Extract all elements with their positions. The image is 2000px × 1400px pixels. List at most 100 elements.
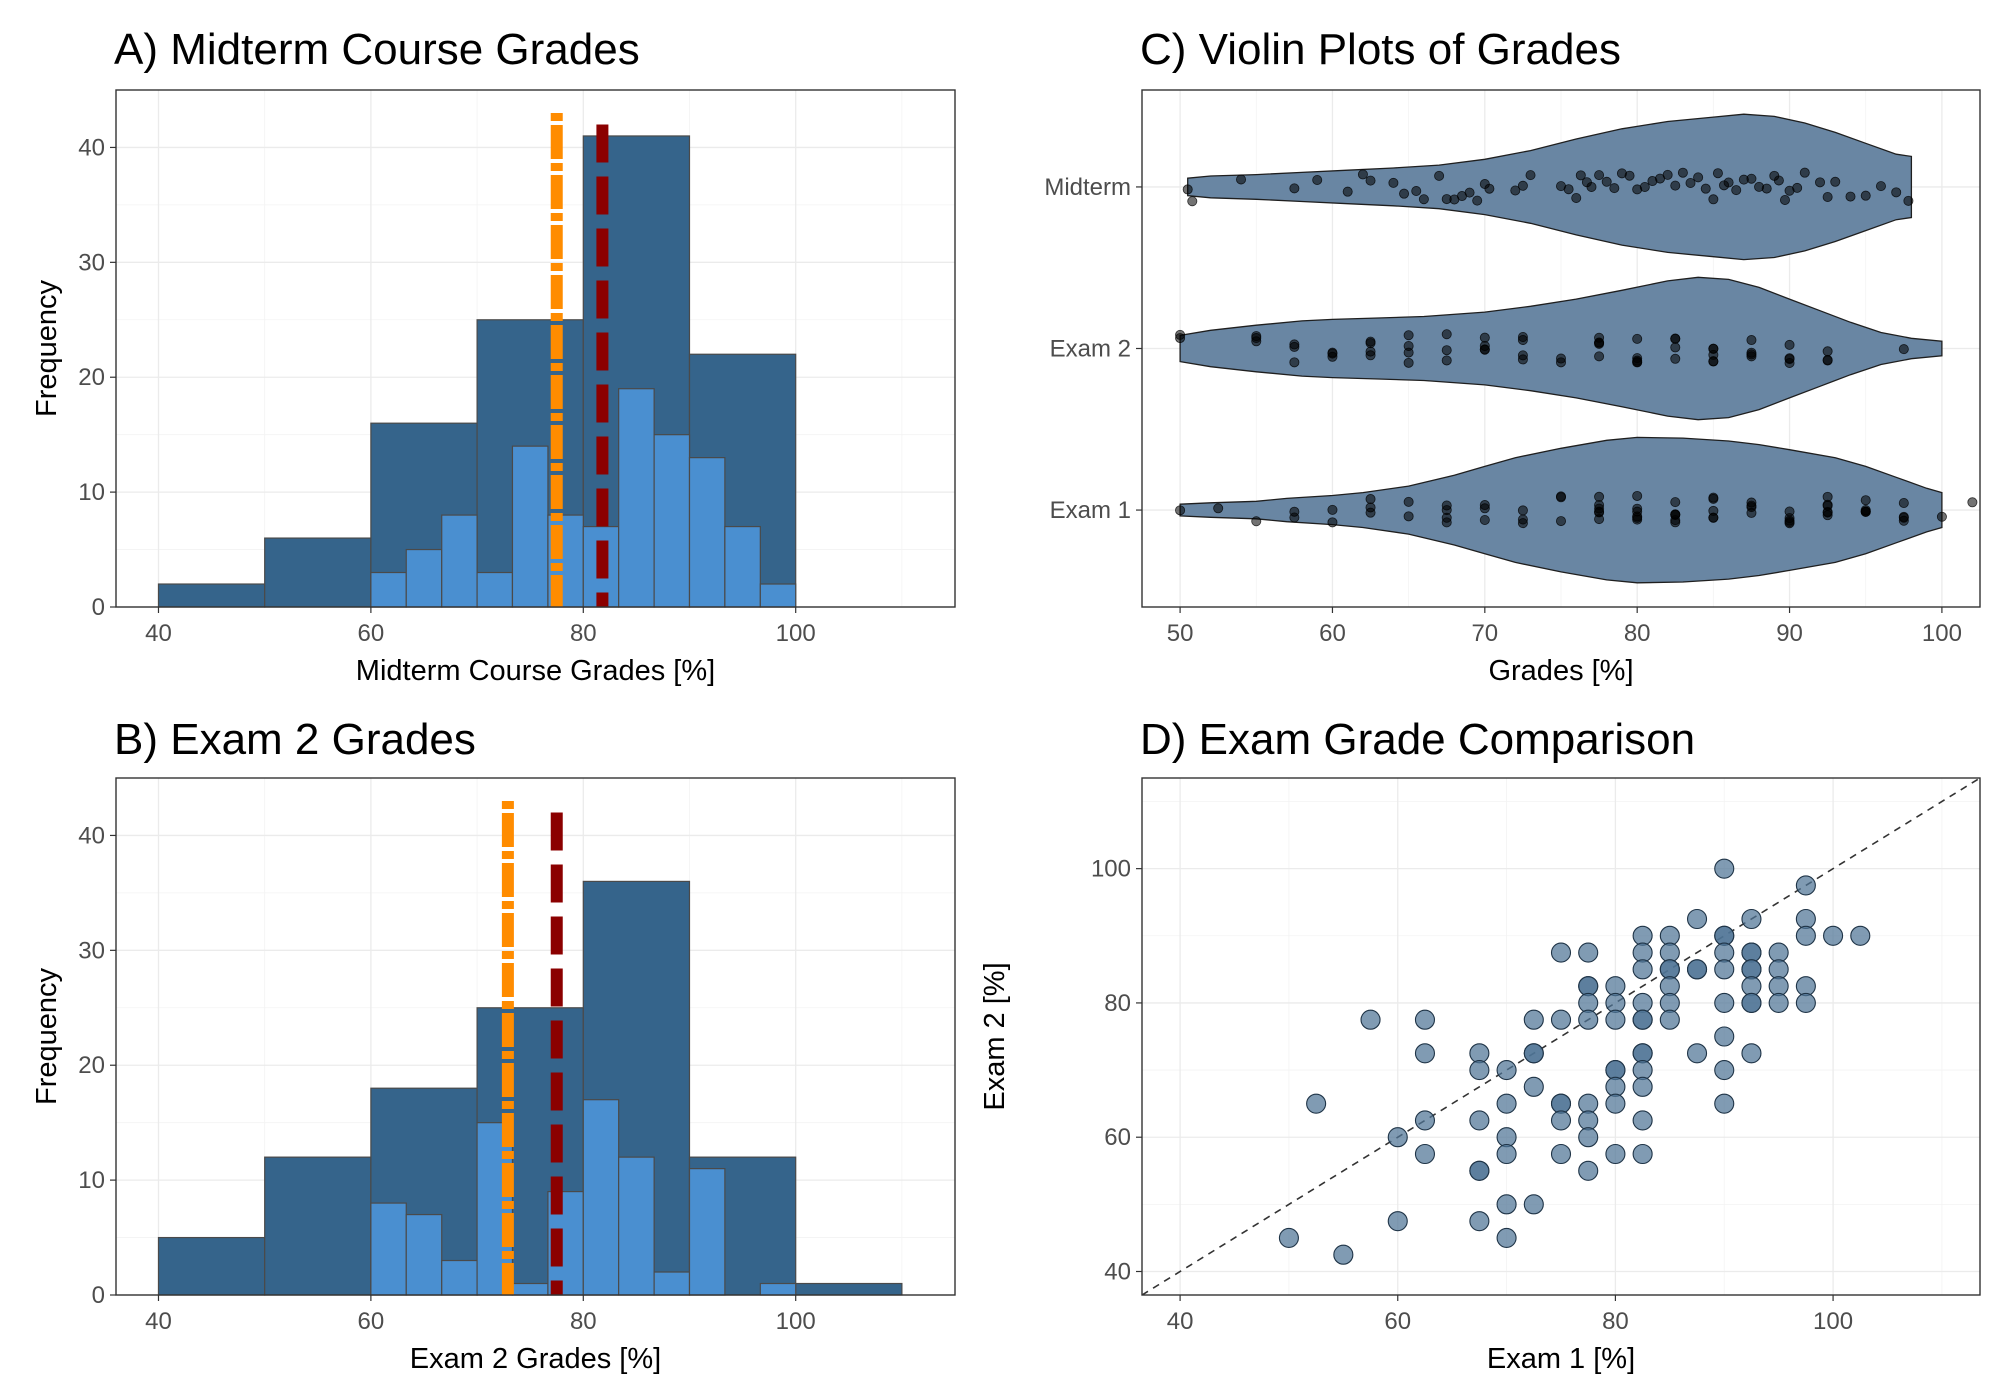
- scatter-point: [1605, 1009, 1626, 1030]
- violin-point: [1357, 169, 1368, 180]
- violin-point: [1746, 500, 1757, 511]
- violin-point: [1411, 186, 1422, 197]
- scatter-point: [1795, 992, 1816, 1013]
- scatter-point: [1469, 1211, 1490, 1232]
- violin-point: [1365, 336, 1376, 347]
- violin-point: [1251, 516, 1262, 527]
- violin-point: [1586, 181, 1597, 192]
- violin-point: [1472, 195, 1483, 206]
- histogram-bar: [688, 457, 726, 608]
- x-tick-label: 90: [1776, 620, 1803, 647]
- violin-point: [1685, 178, 1696, 189]
- y-tick-label: 30: [78, 249, 105, 276]
- y-tick-label: 20: [78, 364, 105, 391]
- violin-point: [1517, 518, 1528, 529]
- histogram-bar: [370, 571, 407, 608]
- scatter-point: [1632, 1110, 1653, 1131]
- scatter-point: [1659, 925, 1680, 946]
- scatter-point: [1850, 925, 1871, 946]
- scatter-point: [1550, 1143, 1572, 1165]
- violin-point: [1403, 357, 1414, 368]
- violin-shape: [1179, 276, 1943, 421]
- scatter-point: [1632, 959, 1653, 980]
- violin-point: [1708, 343, 1719, 354]
- violin-point: [1708, 493, 1719, 504]
- scatter-point: [1550, 1093, 1572, 1114]
- violin-point: [1484, 183, 1495, 194]
- violin-point: [1670, 497, 1681, 508]
- violin-point: [1822, 491, 1833, 502]
- violin-point: [1746, 349, 1757, 360]
- violin-point: [1903, 195, 1914, 206]
- violin-point: [1731, 185, 1742, 196]
- scatter-point: [1414, 1009, 1436, 1030]
- violin-point: [1479, 515, 1490, 526]
- x-tick-label: 100: [1922, 620, 1962, 647]
- scatter-point: [1714, 959, 1735, 980]
- violin-point: [1236, 174, 1247, 185]
- violin-point: [1441, 345, 1452, 356]
- violin-point: [1479, 503, 1490, 514]
- x-tick-label: 100: [1813, 1308, 1853, 1335]
- scatter-point: [1605, 1060, 1626, 1081]
- plot-frame: [115, 777, 956, 1296]
- panel-title: C) Violin Plots of Grades: [1140, 25, 1621, 74]
- panel-title: B) Exam 2 Grades: [114, 715, 476, 764]
- scatter-point: [1414, 1043, 1436, 1064]
- y-axis-title: Frequency: [31, 279, 63, 417]
- violin-point: [1822, 191, 1833, 202]
- violin-point: [1898, 344, 1909, 355]
- panel-C: 50 60 70 80 90 100 Exam 1 Exam 2 Midterm C) Violi…: [1044, 25, 1981, 687]
- scatter-point: [1496, 1194, 1517, 1215]
- histogram-bar: [618, 1156, 655, 1296]
- scatter-point: [1550, 1009, 1572, 1030]
- violin-point: [1898, 515, 1909, 526]
- violin-point: [1662, 169, 1673, 180]
- violin-point: [1624, 170, 1635, 181]
- violin-point: [1700, 183, 1711, 194]
- scatter-point: [1686, 908, 1708, 930]
- violin-point: [1594, 332, 1605, 343]
- x-tick-label: 40: [1167, 1308, 1194, 1335]
- histogram-bar: [441, 514, 478, 608]
- scatter-point: [1741, 942, 1762, 963]
- scatter-points: [1278, 858, 1871, 1265]
- scatter-point: [1496, 1227, 1517, 1248]
- scatter-point: [1714, 942, 1735, 963]
- violin-point: [1327, 517, 1338, 528]
- violin-point: [1860, 190, 1871, 201]
- histogram-bar: [618, 388, 655, 608]
- scatter-point: [1632, 1009, 1653, 1030]
- violin-point: [1556, 491, 1567, 502]
- y-tick-label: Exam 1: [1050, 497, 1131, 524]
- scatter-point: [1632, 992, 1653, 1013]
- scatter-point: [1387, 1211, 1408, 1232]
- violin-point: [1594, 491, 1605, 502]
- histogram-bar: [405, 1213, 443, 1296]
- violin-point: [1784, 339, 1795, 350]
- violin-point: [1670, 353, 1681, 364]
- scatter-point: [1768, 959, 1789, 980]
- violin-point: [1936, 511, 1947, 522]
- violin-point: [1845, 191, 1856, 202]
- violin-point: [1479, 332, 1490, 343]
- violin-point: [1517, 180, 1528, 191]
- violin-point: [1860, 495, 1871, 506]
- scatter-point: [1632, 1043, 1653, 1064]
- scatter-point: [1632, 1060, 1653, 1081]
- scatter-point: [1605, 1093, 1626, 1114]
- y-tick-label: 40: [1104, 1259, 1131, 1286]
- violin-point: [1830, 176, 1841, 187]
- violin-point: [1187, 196, 1198, 207]
- violin-point: [1670, 333, 1681, 344]
- violin-point: [1708, 356, 1719, 367]
- histogram-bar: [582, 1099, 620, 1296]
- violin-point: [1784, 518, 1795, 529]
- scatter-point: [1795, 925, 1816, 946]
- violin-point: [1609, 183, 1620, 194]
- violin-point: [1670, 342, 1681, 353]
- panel-title: A) Midterm Course Grades: [114, 25, 640, 74]
- scatter-point: [1360, 1009, 1381, 1030]
- violin-point: [1784, 358, 1795, 369]
